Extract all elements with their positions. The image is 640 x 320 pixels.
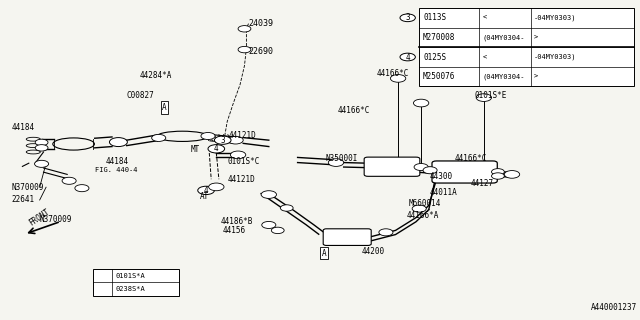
Circle shape: [214, 136, 231, 144]
Text: AT: AT: [200, 192, 209, 201]
Text: 0101S*E: 0101S*E: [475, 92, 508, 100]
Circle shape: [413, 99, 429, 107]
FancyBboxPatch shape: [432, 161, 497, 183]
Circle shape: [238, 26, 251, 32]
Text: 0113S: 0113S: [423, 13, 446, 22]
Text: 0125S: 0125S: [423, 52, 446, 61]
Text: 24039: 24039: [248, 20, 273, 28]
Text: 44184: 44184: [106, 157, 129, 166]
Circle shape: [35, 160, 49, 167]
Circle shape: [492, 173, 504, 179]
Text: <: <: [483, 15, 486, 21]
Circle shape: [390, 75, 406, 82]
Bar: [419, 8, 634, 86]
Circle shape: [492, 169, 504, 175]
Text: 4: 4: [214, 144, 219, 153]
Text: A: A: [321, 249, 326, 258]
Circle shape: [261, 191, 276, 198]
Text: 22690: 22690: [248, 47, 273, 56]
Circle shape: [75, 185, 89, 192]
Text: -04MY0303): -04MY0303): [534, 54, 577, 60]
Text: M250076: M250076: [423, 72, 456, 81]
Text: 44156: 44156: [223, 226, 246, 235]
Text: 44166*C: 44166*C: [454, 154, 487, 163]
Circle shape: [95, 272, 109, 279]
Text: 44300: 44300: [430, 172, 453, 181]
Text: 0101S*C: 0101S*C: [227, 157, 260, 166]
Circle shape: [423, 167, 437, 174]
FancyBboxPatch shape: [364, 157, 420, 176]
Text: 44200: 44200: [362, 247, 385, 256]
Circle shape: [400, 14, 415, 22]
Text: 44121D: 44121D: [227, 175, 255, 184]
Text: 3: 3: [220, 136, 225, 145]
Text: 4: 4: [405, 52, 410, 61]
Circle shape: [198, 186, 214, 195]
Text: 0101S*A: 0101S*A: [116, 273, 145, 279]
Circle shape: [412, 205, 426, 212]
FancyBboxPatch shape: [323, 229, 371, 245]
Circle shape: [109, 138, 127, 147]
Text: 44011A: 44011A: [430, 188, 458, 197]
Text: 44166*A: 44166*A: [406, 211, 439, 220]
Circle shape: [230, 151, 246, 159]
Text: A: A: [162, 103, 167, 112]
Text: 44184: 44184: [12, 124, 35, 132]
Bar: [93, 269, 179, 296]
Circle shape: [414, 164, 428, 171]
Text: 44127: 44127: [470, 179, 493, 188]
Circle shape: [379, 229, 393, 236]
Text: 2: 2: [100, 286, 104, 292]
Text: 44121D: 44121D: [229, 132, 257, 140]
Circle shape: [201, 132, 215, 140]
Text: C00827: C00827: [127, 92, 154, 100]
Text: -04MY0303): -04MY0303): [534, 14, 577, 21]
Circle shape: [35, 139, 48, 146]
Text: 0238S*A: 0238S*A: [116, 286, 145, 292]
Text: A440001237: A440001237: [591, 303, 637, 312]
Text: N370009: N370009: [40, 215, 72, 224]
Circle shape: [476, 94, 492, 101]
Circle shape: [271, 227, 284, 234]
Text: 1: 1: [100, 273, 104, 279]
Text: FIG. 440-4: FIG. 440-4: [95, 167, 137, 173]
Circle shape: [400, 53, 415, 61]
Text: 22641: 22641: [12, 196, 35, 204]
Circle shape: [209, 183, 224, 191]
Text: N370009: N370009: [12, 183, 44, 192]
Circle shape: [280, 205, 293, 211]
Circle shape: [238, 46, 251, 53]
Text: <: <: [483, 54, 486, 60]
Text: M270008: M270008: [423, 33, 456, 42]
Text: (04MY0304-: (04MY0304-: [483, 34, 525, 41]
Text: M660014: M660014: [408, 199, 441, 208]
Text: 44166*C: 44166*C: [338, 106, 371, 115]
Text: MT: MT: [191, 145, 200, 154]
Text: FRONT: FRONT: [28, 207, 52, 228]
Circle shape: [62, 177, 76, 184]
Circle shape: [35, 145, 48, 151]
Circle shape: [95, 286, 109, 293]
Text: 44284*A: 44284*A: [140, 71, 172, 80]
Text: 44186*B: 44186*B: [221, 217, 253, 226]
Text: 3: 3: [405, 13, 410, 22]
Circle shape: [228, 136, 243, 144]
Circle shape: [152, 134, 166, 141]
Circle shape: [328, 159, 344, 166]
Circle shape: [262, 221, 276, 228]
Text: (04MY0304-: (04MY0304-: [483, 73, 525, 80]
Text: N35000I: N35000I: [325, 154, 358, 163]
Text: >: >: [534, 35, 538, 40]
Circle shape: [208, 145, 225, 153]
Circle shape: [504, 171, 520, 178]
Text: >: >: [534, 74, 538, 80]
Text: 44166*C: 44166*C: [376, 69, 409, 78]
Text: 4: 4: [204, 186, 209, 195]
